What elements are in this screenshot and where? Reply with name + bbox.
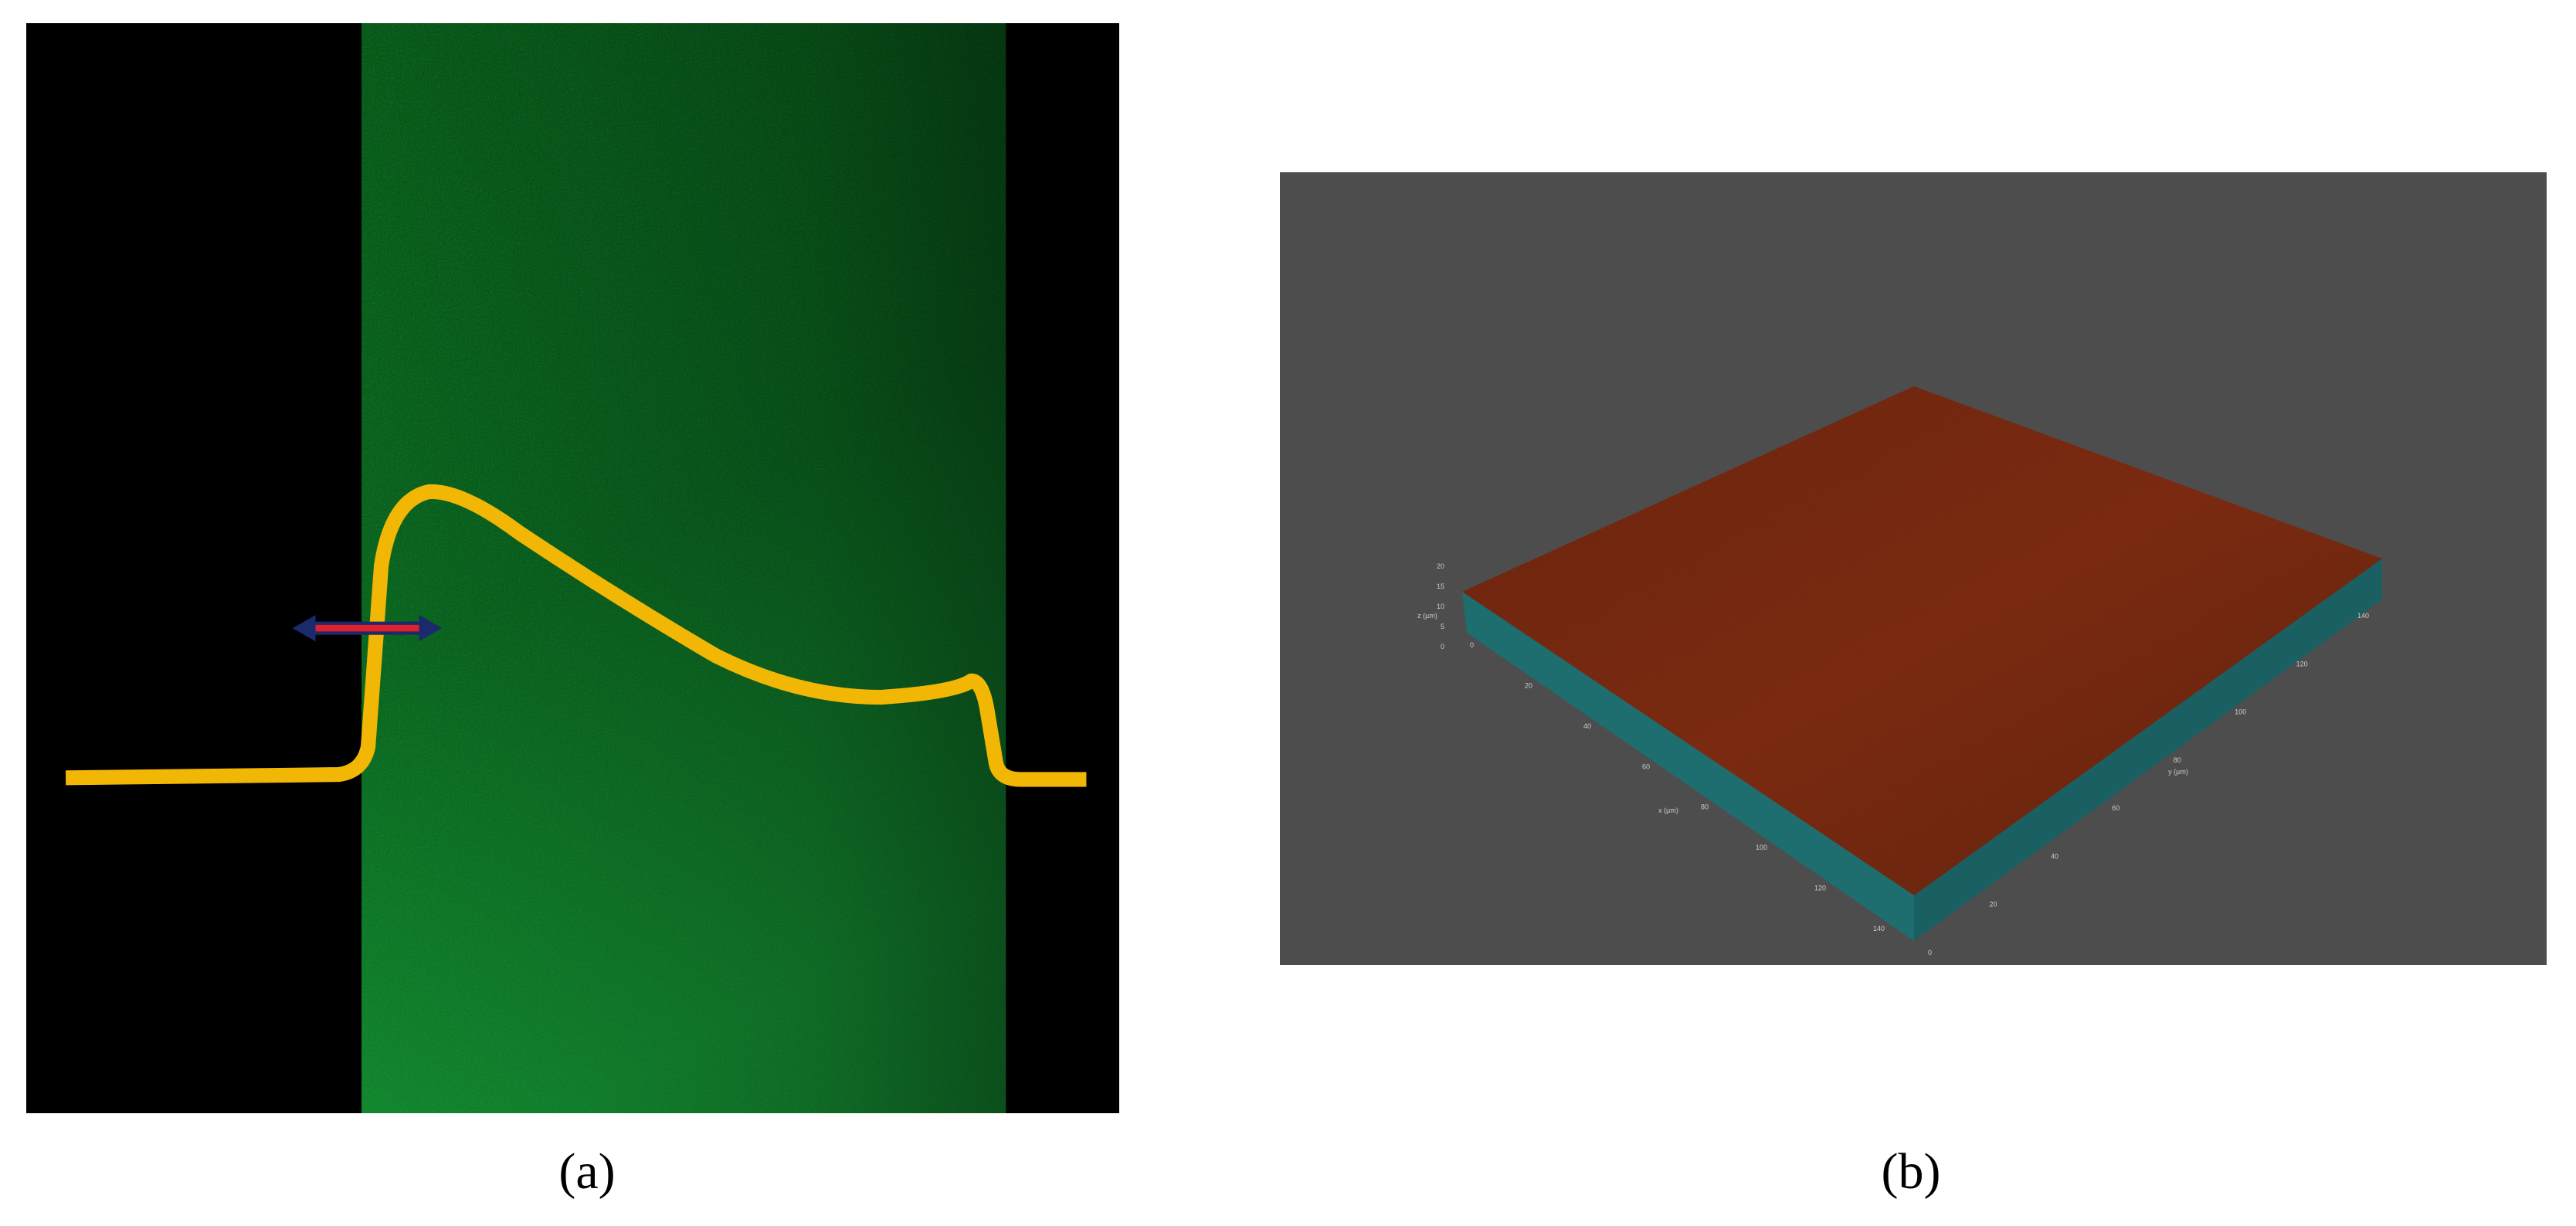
axis-tick-label: 10: [1437, 603, 1444, 610]
axis-tick-label: 40: [1583, 722, 1591, 730]
shade: [361, 23, 1006, 1113]
axis-tick-label: 0: [1441, 643, 1444, 650]
axis-tick-label: 20: [1525, 681, 1532, 689]
panel-label: (a): [558, 1143, 615, 1200]
axis-tick-label: 100: [1756, 844, 1767, 851]
axis-tick-label: 15: [1437, 582, 1444, 590]
axis-tick-label: 120: [2296, 660, 2308, 667]
axis-tick-label: 100: [2235, 708, 2246, 716]
axis-tick-label: 80: [2174, 756, 2181, 764]
panel-label: (b): [1882, 1143, 1941, 1200]
slab-right-face: [1914, 559, 2382, 941]
axis-tick-label: 5: [1441, 623, 1444, 630]
axis-tick-label: 60: [1642, 762, 1650, 770]
axis-tick-label: 120: [1814, 885, 1826, 892]
axis-tick-label: 60: [2112, 804, 2120, 812]
axis-tick-label: 140: [1873, 925, 1885, 932]
intensity-profile: [65, 484, 1087, 787]
arrow: [292, 615, 443, 642]
axis-tick-label: 20: [1437, 562, 1444, 570]
axis-tick-label: 140: [2357, 612, 2369, 620]
axis-tick-label: 0: [1928, 949, 1932, 956]
axis-tick-label: 0: [1470, 641, 1474, 649]
axis-tick-label: 20: [1989, 901, 1997, 908]
axis-title: y (µm): [2168, 768, 2188, 776]
axis-title: x (µm): [1658, 807, 1678, 814]
slab-left-face: [1462, 592, 1914, 941]
axis-title: z (µm): [1417, 612, 1437, 620]
axis-tick-label: 80: [1701, 803, 1709, 811]
panel-a-image: [26, 23, 1119, 1113]
axis-tick-label: 40: [2051, 852, 2058, 860]
surface-texture: [1462, 386, 2382, 895]
